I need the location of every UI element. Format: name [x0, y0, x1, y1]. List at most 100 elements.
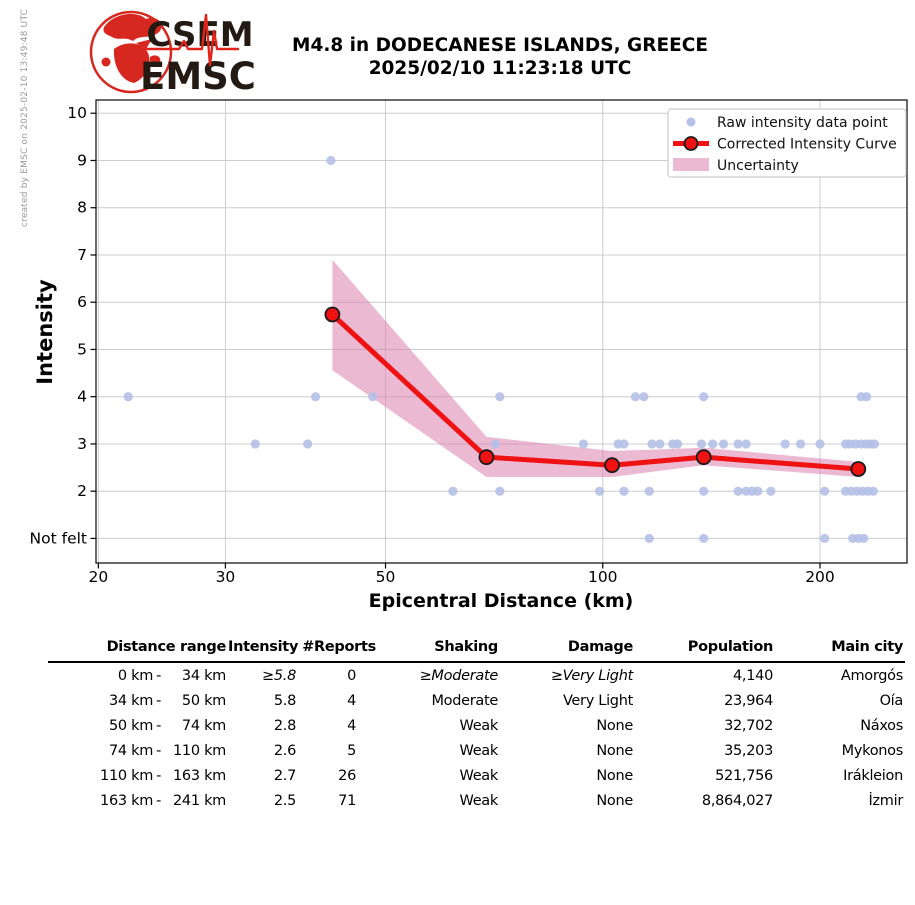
y-tick-label: 10	[67, 104, 87, 122]
cell-rep: 26	[338, 767, 356, 784]
tick-labels: 20 30 50 100 200 Not felt 2 3 4 5 6 7 8 9 10	[30, 104, 835, 586]
legend: Raw intensity data point Corrected Inten…	[667, 108, 907, 178]
raw-data-point	[795, 439, 806, 449]
table-row: 50 km - 74 km 2.8 4 Weak None 32,702 Náxos	[48, 713, 905, 738]
cell-pop: 23,964	[724, 692, 773, 709]
y-tick-label: 6	[77, 293, 87, 311]
cell-city: Amorgós	[840, 667, 903, 684]
cell-distance-range: 34 km - 50 km	[48, 688, 228, 713]
table-row: 34 km - 50 km 5.8 4 Moderate Very Light 23,964 O…	[48, 688, 905, 713]
raw-data-point	[326, 155, 336, 166]
report-table: Distance range Intensity #Reports Shakin…	[48, 639, 905, 813]
range-dash: -	[156, 767, 161, 784]
curve-point	[850, 461, 867, 477]
raw-data-point	[766, 486, 776, 496]
cell-rep: 0	[347, 667, 356, 684]
header-damage: Damage	[500, 639, 635, 663]
cell-int: 2.6	[273, 742, 296, 759]
raw-data-point	[861, 392, 872, 402]
cell-dmg: Very Light	[562, 692, 633, 709]
raw-data-point	[869, 439, 880, 449]
x-axis-title: Epicentral Distance (km)	[369, 590, 634, 612]
raw-data-point	[495, 392, 505, 402]
raw-data-point	[741, 439, 751, 449]
raw-data-point	[123, 392, 133, 402]
y-tick-label: 3	[77, 435, 87, 453]
cell-rep: 5	[347, 742, 356, 759]
legend-box	[667, 108, 907, 178]
raw-data-point	[699, 392, 709, 402]
raw-data-point	[673, 439, 683, 449]
raw-data-point	[753, 486, 763, 496]
intensity-chart: 20 30 50 100 200 Not felt 2 3 4 5 6 7 8 9 10 Intensity…	[30, 99, 908, 612]
cell-dmg: None	[596, 742, 633, 759]
curve-point	[695, 449, 712, 466]
cell-dmg: None	[596, 767, 633, 784]
table-header-row: Distance range Intensity #Reports Shakin…	[48, 639, 905, 663]
legend-curve-marker-swatch	[683, 136, 699, 151]
range-to: 50 km	[181, 692, 226, 709]
raw-data-point	[820, 486, 830, 496]
range-from: 34 km	[108, 692, 154, 709]
axis-ticks	[90, 112, 821, 569]
range-dash: -	[156, 667, 161, 684]
legend-uncertainty-swatch	[673, 158, 709, 171]
gridlines	[96, 100, 907, 563]
range-from: 0 km	[117, 667, 154, 684]
range-from: 163 km	[100, 792, 154, 809]
cell-city: Mykonos	[841, 742, 904, 759]
cell-int: 2.7	[273, 767, 296, 784]
raw-data-point	[448, 486, 458, 496]
uncertainty-band-polygon	[332, 259, 859, 478]
page-title: M4.8 in DODECANESE ISLANDS, GREECE 2025/…	[235, 34, 765, 80]
raw-data-point	[696, 439, 707, 449]
x-tick-label: 200	[805, 568, 835, 586]
y-tick-label: 4	[77, 388, 87, 406]
cell-dmg: ≥Very Light	[550, 667, 633, 684]
y-tick-label: 9	[77, 151, 87, 169]
cell-city: Oía	[879, 692, 904, 709]
raw-data-point	[639, 392, 649, 402]
cell-shk: Weak	[459, 742, 499, 759]
cell-int: 2.5	[273, 792, 296, 809]
range-to: 110 km	[172, 742, 226, 759]
range-to: 163 km	[172, 767, 226, 784]
raw-data-point	[578, 439, 588, 449]
raw-data-point	[619, 486, 629, 496]
cell-pop: 521,756	[715, 767, 773, 784]
cell-rep: 71	[338, 792, 356, 809]
range-dash: -	[156, 742, 161, 759]
title-line-2: 2025/02/10 11:23:18 UTC	[368, 58, 632, 79]
uncertainty-band	[332, 259, 859, 478]
cell-shk: Weak	[459, 767, 499, 784]
y-tick-label: 8	[77, 199, 87, 217]
cell-shk: Weak	[459, 717, 499, 734]
header-intensity: Intensity	[228, 639, 298, 663]
legend-label-uncertainty: Uncertainty	[717, 158, 799, 174]
raw-data-point	[733, 439, 743, 449]
cell-rep: 4	[347, 692, 356, 709]
raw-data-point	[708, 439, 718, 449]
cell-dmg: None	[596, 717, 633, 734]
x-tick-label: 20	[88, 568, 108, 586]
cell-distance-range: 110 km -163 km	[48, 763, 228, 788]
globe-icon	[89, 10, 173, 94]
cell-shk: Weak	[459, 792, 499, 809]
range-dash: -	[156, 717, 161, 734]
raw-data-point	[619, 439, 629, 449]
raw-data-point	[733, 486, 743, 496]
raw-data-point	[780, 439, 790, 449]
raw-data-point	[820, 533, 830, 544]
raw-data-point	[303, 439, 313, 449]
cell-rep: 4	[347, 717, 356, 734]
x-tick-label: 50	[376, 568, 396, 586]
cell-pop: 35,203	[724, 742, 773, 759]
corrected-intensity-curve	[324, 306, 867, 477]
raw-data-point	[699, 486, 709, 496]
y-tick-label: 7	[77, 246, 87, 264]
header-reports: #Reports	[298, 639, 378, 663]
raw-data-point	[718, 439, 729, 449]
raw-data-point	[699, 533, 709, 544]
cell-city: Irákleion	[843, 767, 903, 784]
